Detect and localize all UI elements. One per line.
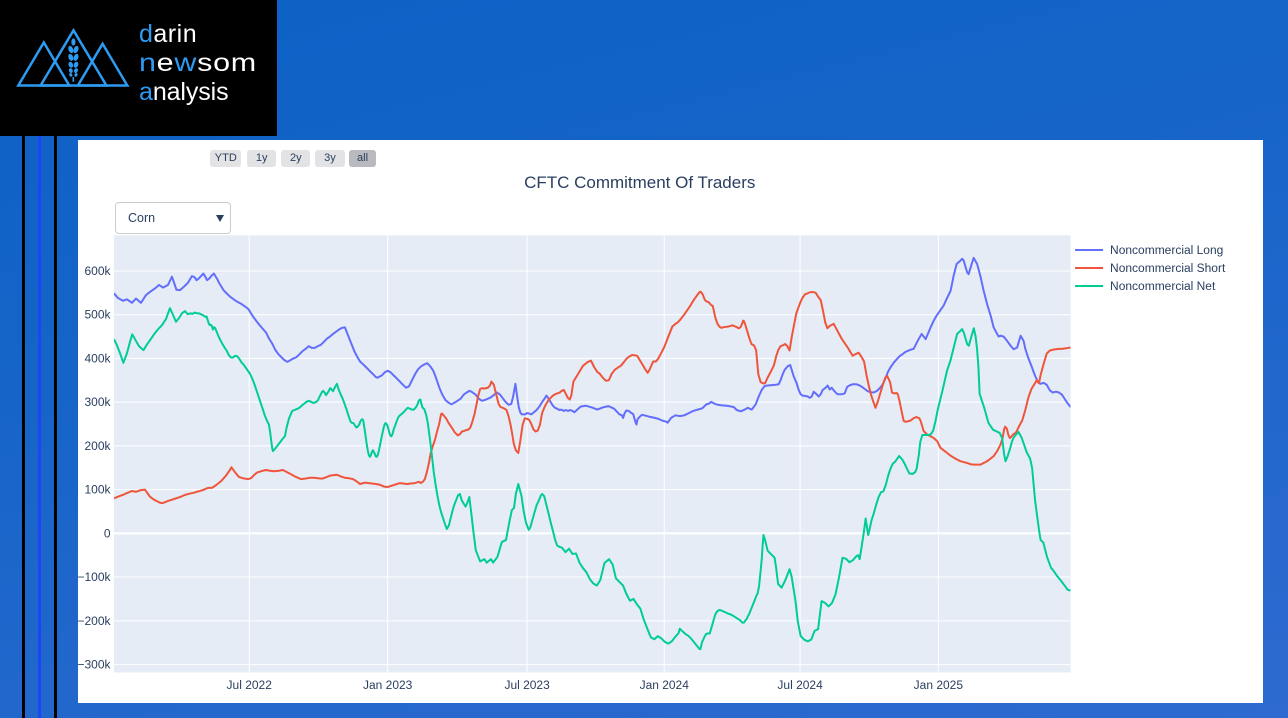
svg-text:Jul 2023: Jul 2023 — [504, 677, 550, 691]
svg-text:−300k: −300k — [78, 657, 111, 671]
svg-text:darin: darin — [139, 20, 197, 48]
svg-text:CFTC Commitment Of Traders: CFTC Commitment Of Traders — [524, 172, 755, 191]
svg-text:Jan 2023: Jan 2023 — [363, 677, 413, 691]
svg-text:100k: 100k — [84, 482, 111, 496]
svg-text:Noncommercial Net: Noncommercial Net — [1110, 278, 1216, 292]
svg-text:Noncommercial Short: Noncommercial Short — [1110, 260, 1226, 274]
svg-text:600k: 600k — [84, 263, 111, 277]
svg-text:−100k: −100k — [78, 570, 111, 584]
svg-text:−200k: −200k — [78, 613, 111, 627]
svg-text:analysis: analysis — [139, 78, 229, 106]
svg-text:Jan 2025: Jan 2025 — [914, 677, 964, 691]
svg-text:Noncommercial Long: Noncommercial Long — [1110, 242, 1223, 256]
svg-text:500k: 500k — [84, 307, 111, 321]
svg-text:Jul 2022: Jul 2022 — [227, 677, 273, 691]
svg-text:Jan 2024: Jan 2024 — [640, 677, 690, 691]
svg-text:400k: 400k — [84, 351, 111, 365]
svg-text:200k: 200k — [84, 438, 111, 452]
svg-text:newsom: newsom — [139, 49, 257, 77]
svg-text:300k: 300k — [84, 395, 111, 409]
svg-text:Jul 2024: Jul 2024 — [777, 677, 823, 691]
svg-text:0: 0 — [104, 526, 111, 540]
